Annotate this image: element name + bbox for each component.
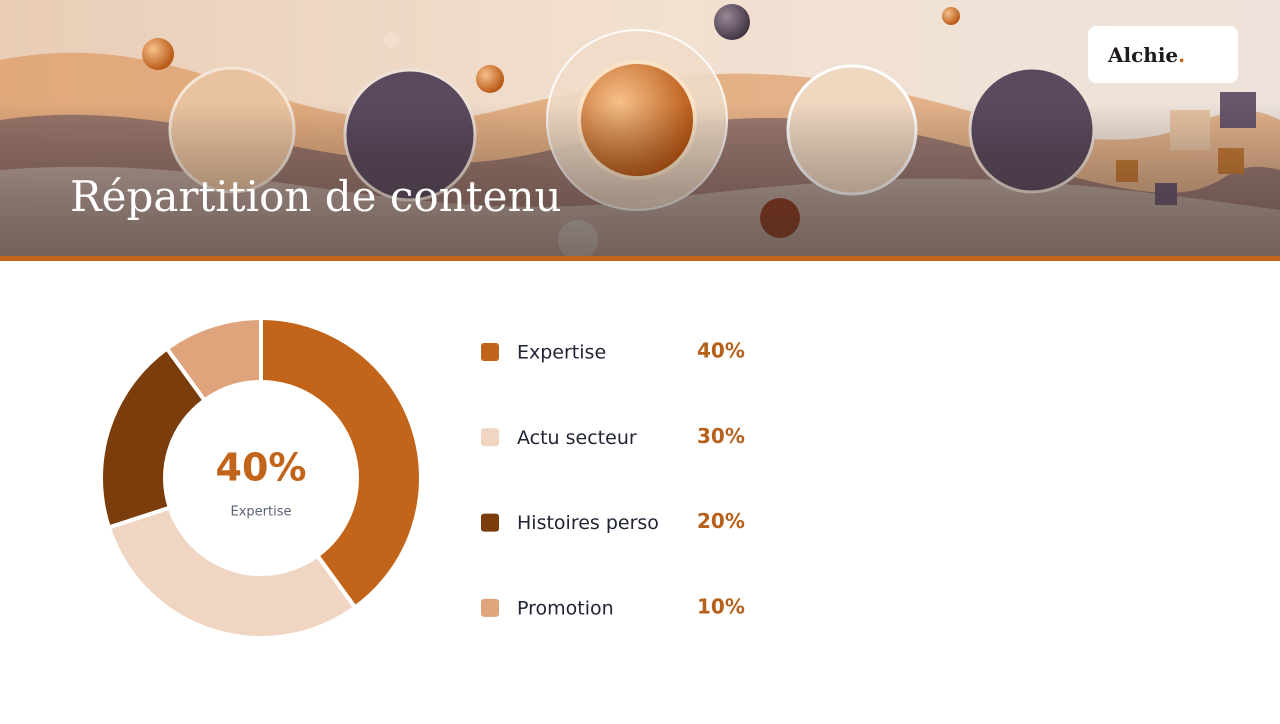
center-label: Expertise [231,505,292,520]
logo-name: Alchie [1107,43,1178,67]
legend-value: 30% [697,424,745,448]
legend-swatch [481,343,499,361]
legend-swatch [481,598,499,617]
center-value: 40% [216,446,307,490]
legend-label: Expertise [517,342,606,364]
legend-label: Actu secteur [517,427,637,449]
donut-chart: 40% Expertise Expertise 40% Actu secteur 30% H… [99,315,745,640]
donut-slice [99,345,208,530]
legend-value: 40% [697,339,745,363]
logo-dot: . [1178,43,1185,67]
legend-label: Histoires perso [517,512,659,534]
banner [0,0,1280,261]
donut-slice [259,315,423,611]
donut-slice [164,315,263,404]
legend-value: 10% [697,594,745,618]
legend-swatch [481,513,499,532]
logo-text: Alchie. [1107,43,1185,67]
legend-value: 20% [697,509,745,533]
legend-label: Promotion [517,597,614,619]
slide-title: Répartition de contenu [70,172,562,221]
donut-slice [106,505,358,640]
logo: Alchie. [1088,26,1238,83]
legend-swatch [481,428,499,447]
